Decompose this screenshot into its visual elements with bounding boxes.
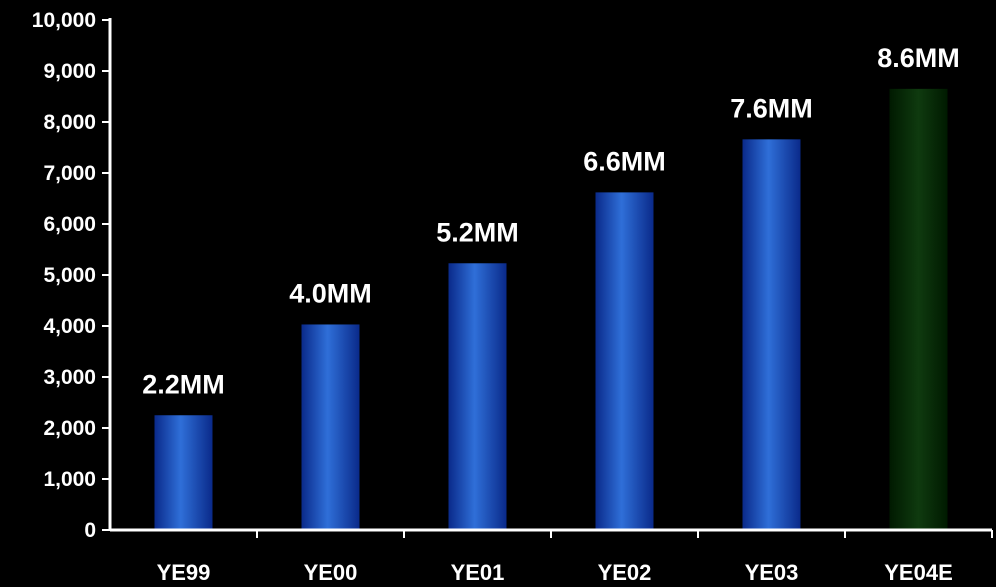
bar-ye00 [301, 324, 360, 530]
bar-ye01 [448, 263, 507, 530]
y-tick-label: 5,000 [43, 264, 96, 287]
x-tick-label-ye01: YE01 [451, 560, 505, 585]
data-label-ye03: 7.6MM [730, 93, 813, 123]
y-tick-label: 1,000 [43, 468, 96, 491]
x-tick-label-ye04e: YE04E [884, 560, 953, 585]
data-label-ye04e: 8.6MM [877, 43, 960, 73]
y-tick-label: 7,000 [43, 162, 96, 185]
y-tick-label: 0 [84, 519, 96, 542]
y-tick-label: 6,000 [43, 213, 96, 236]
data-label-ye99: 2.2MM [142, 369, 225, 399]
x-tick-label-ye02: YE02 [598, 560, 652, 585]
x-tick-label-ye99: YE99 [157, 560, 211, 585]
bar-ye99 [154, 415, 213, 530]
bar-ye04e [889, 88, 948, 530]
y-tick-label: 4,000 [43, 315, 96, 338]
bar-ye03 [742, 139, 801, 530]
y-tick-label: 3,000 [43, 366, 96, 389]
labels-layer: 2.2MM YE99 4.0MM YE00 5.2MM YE01 6.6MM YE02 7.6M… [32, 9, 960, 585]
bars-layer [154, 88, 948, 530]
y-tick-label: 8,000 [43, 111, 96, 134]
axes-layer [102, 18, 993, 538]
y-tick-label: 2,000 [43, 417, 96, 440]
data-label-ye02: 6.6MM [583, 146, 666, 176]
data-label-ye00: 4.0MM [289, 278, 372, 308]
x-tick-label-ye03: YE03 [745, 560, 799, 585]
y-tick-label: 9,000 [43, 60, 96, 83]
y-tick-label: 10,000 [32, 9, 96, 32]
data-label-ye01: 5.2MM [436, 217, 519, 247]
x-tick-label-ye00: YE00 [304, 560, 358, 585]
bar-ye02 [595, 192, 654, 530]
